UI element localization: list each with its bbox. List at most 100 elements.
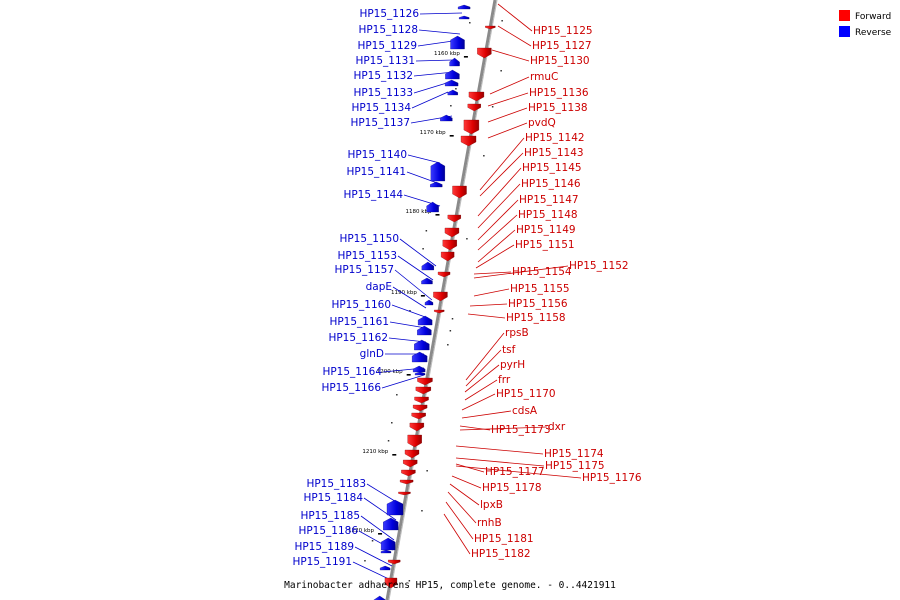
marker-dot: [421, 510, 423, 512]
leader-line-rmuc: [489, 76, 530, 95]
gene-label-hp15-1147: HP15_1147: [519, 194, 579, 206]
forward-gene-glyph: [477, 47, 492, 59]
leader-line-lpxb: [449, 483, 480, 506]
reverse-gene-glyph: [444, 79, 459, 87]
legend-forward-label: Forward: [855, 12, 891, 22]
reverse-gene-glyph: [417, 315, 433, 326]
gene-label-hp15-1132: HP15_1132: [353, 70, 413, 82]
leader-line-pvdq: [487, 122, 528, 139]
gene-label-hp15-1175: HP15_1175: [545, 460, 605, 472]
marker-dot: [391, 422, 393, 424]
forward-gene-glyph: [440, 251, 455, 262]
gene-label-hp15-1178: HP15_1178: [482, 482, 542, 494]
marker-dot: [501, 20, 503, 22]
gene-label-hp15-1173: HP15_1173: [491, 424, 551, 436]
marker-dot: [469, 22, 471, 24]
gene-label-hp15-1144: HP15_1144: [343, 189, 403, 201]
gene-label-hp15-1181: HP15_1181: [474, 533, 534, 545]
gene-label-hp15-1137: HP15_1137: [350, 117, 410, 129]
gene-label-rnhb: rnhB: [477, 517, 502, 529]
reverse-gene-glyph: [445, 69, 460, 80]
reverse-gene-glyph: [424, 299, 434, 306]
genome-axis-shadow: [388, 0, 498, 600]
tick-label: 1200 kbp: [377, 369, 403, 375]
leader-line-hp15-1174: [455, 445, 544, 455]
gene-label-hp15-1191: HP15_1191: [292, 556, 352, 568]
gene-label-hp15-1140: HP15_1140: [347, 149, 407, 161]
gene-label-dape: dapE: [366, 281, 392, 293]
leader-line-cdsa: [461, 410, 512, 419]
gene-label-hp15-1160: HP15_1160: [331, 299, 391, 311]
forward-gene-glyph: [437, 271, 451, 278]
leader-line-hp15-1126: [419, 12, 463, 15]
leader-line-dxr: [459, 426, 548, 431]
forward-gene-glyph: [414, 396, 429, 404]
leader-line-hp15-1189: [354, 546, 393, 567]
leader-line-hp15-1150: [399, 238, 437, 267]
gene-label-dxr: dxr: [548, 421, 566, 433]
marker-dot: [408, 580, 411, 582]
leader-line-hp15-1136: [487, 92, 529, 107]
leader-line-hp15-1142: [479, 137, 525, 191]
gene-label-hp15-1149: HP15_1149: [516, 224, 576, 236]
forward-gene-glyph: [468, 91, 485, 102]
tick-layer: 1160 kbp 1170 kbp 1180 kbp 1190 kbp 1200 kbp…: [348, 51, 468, 535]
gene-label-pyrh: pyrH: [500, 359, 525, 371]
legend: Forward Reverse: [839, 10, 892, 38]
tick-mark: [463, 56, 468, 58]
leader-line-hp15-1178: [451, 475, 482, 489]
forward-gene-glyph: [384, 577, 398, 589]
reverse-gene-glyph: [421, 277, 433, 285]
gene-label-hp15-1146: HP15_1146: [521, 178, 581, 190]
gene-label-hp15-1189: HP15_1189: [294, 541, 354, 553]
reverse-gene-glyph: [411, 351, 428, 363]
reverse-gene-glyph: [450, 35, 465, 50]
reverse-gene-glyph: [383, 517, 399, 531]
gene-label-hp15-1131: HP15_1131: [355, 55, 415, 67]
leader-line-dape: [392, 286, 427, 309]
marker-dot: [451, 318, 454, 320]
gene-label-hp15-1176: HP15_1176: [582, 472, 642, 484]
gene-label-cdsa: cdsA: [512, 405, 538, 417]
gene-label-hp15-1162: HP15_1162: [328, 332, 388, 344]
marker-dot: [364, 560, 366, 562]
reverse-gene-glyph: [379, 565, 391, 571]
reverse-gene-glyph: [447, 89, 458, 96]
marker-dot: [426, 470, 428, 472]
reverse-gene-glyph: [426, 201, 439, 213]
tick-label: 1220 kbp: [348, 528, 374, 534]
forward-gene-glyph: [447, 214, 461, 223]
gene-label-hp15-1125: HP15_1125: [533, 25, 593, 37]
leader-line-hp15-1149: [477, 229, 516, 263]
gene-label-hp15-1148: HP15_1148: [518, 209, 578, 221]
forward-gene-glyph: [388, 559, 401, 565]
gene-label-glnd: glnD: [360, 348, 384, 360]
forward-gene-glyph: [399, 479, 414, 485]
gene-label-hp15-1164: HP15_1164: [322, 366, 382, 378]
leader-line-rpsb: [465, 332, 505, 381]
gene-label-hp15-1142: HP15_1142: [525, 132, 585, 144]
forward-gene-glyph: [412, 404, 428, 412]
tick-mark: [392, 454, 397, 456]
leader-line-hp15-1175: [455, 457, 545, 467]
marker-dot: [500, 70, 502, 72]
caption: Marinobacter adhaerens HP15, complete ge…: [284, 580, 616, 591]
tick-mark: [449, 135, 454, 137]
reverse-gene-glyph: [386, 499, 404, 516]
leader-line-hp15-1184: [363, 497, 397, 521]
gene-layer: [373, 4, 496, 600]
forward-gene-glyph: [407, 434, 422, 448]
reverse-gene-glyph: [412, 365, 426, 373]
leader-layer: [352, 3, 582, 581]
gene-label-hp15-1177: HP15_1177: [485, 466, 545, 478]
leader-line-hp15-1157: [394, 269, 433, 301]
leader-line-hp15-1147: [477, 199, 519, 241]
gene-label-hp15-1136: HP15_1136: [529, 87, 589, 99]
gene-label-hp15-1134: HP15_1134: [351, 102, 411, 114]
leader-line-hp15-1151: [475, 244, 515, 269]
gene-label-hp15-1128: HP15_1128: [358, 24, 418, 36]
leader-line-hp15-1155: [473, 288, 510, 297]
marker-dot: [449, 330, 452, 332]
forward-gene-glyph: [452, 185, 467, 199]
